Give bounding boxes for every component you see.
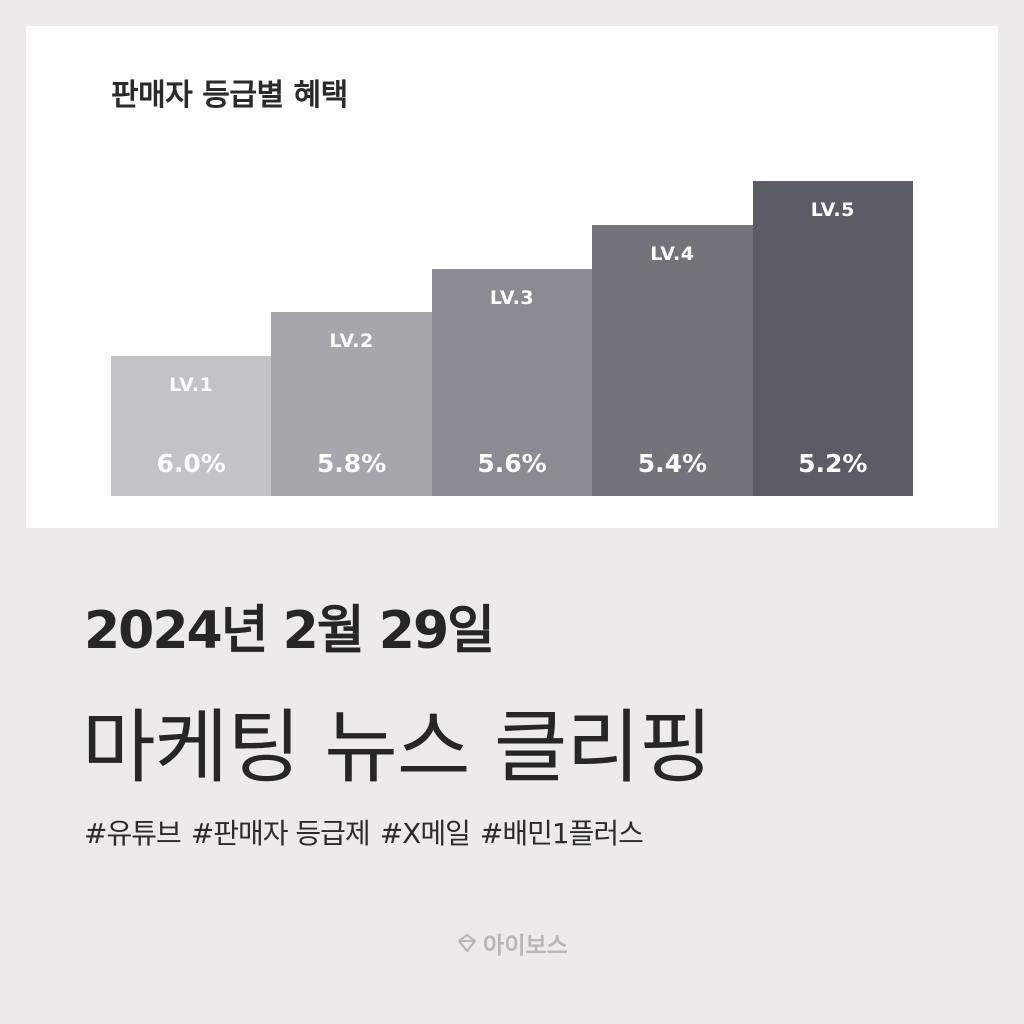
- brand-logo: 아이보스: [0, 926, 1024, 960]
- brand-name: 아이보스: [483, 933, 568, 959]
- bar-chart: LV.1 6.0% LV.2 5.8% LV.3 5.6% LV.4 5.4% LV.5 5.2%: [111, 176, 913, 496]
- bar-value-label: 5.4%: [637, 449, 708, 478]
- bar-value-label: 5.2%: [798, 449, 868, 478]
- chart-card: 판매자 등급별 혜택 LV.1 6.0% LV.2 5.8% LV.3 5.6% LV.4 5…: [26, 26, 998, 528]
- bar-lv2: LV.2 5.8%: [271, 312, 432, 496]
- bar-lv4: LV.4 5.4%: [592, 225, 753, 496]
- bar-level-label: LV.4: [650, 243, 695, 266]
- bar-level-label: LV.2: [329, 330, 374, 353]
- chart-title: 판매자 등급별 혜택: [111, 78, 348, 113]
- hashtag: #판매자 등급제: [190, 817, 371, 850]
- bar-level-label: LV.1: [169, 374, 214, 396]
- bar-lv5: LV.5 5.2%: [752, 181, 913, 496]
- bar-level-label: LV.3: [489, 286, 535, 309]
- bar-value-label: 5.8%: [316, 449, 387, 478]
- post-date: 2024년 2월 29일: [84, 601, 495, 661]
- hashtag: #X메일: [379, 817, 471, 850]
- bar-value-label: 6.0%: [156, 449, 226, 478]
- diamond-icon: [456, 932, 478, 954]
- hashtag: #유튜브: [84, 817, 182, 850]
- bar-level-label: LV.5: [810, 199, 855, 222]
- bar-lv3: LV.3 5.6%: [431, 268, 593, 496]
- hashtag: #배민1플러스: [479, 817, 644, 850]
- hashtag-list: #유튜브 #판매자 등급제 #X메일 #배민1플러스: [84, 812, 644, 852]
- bar-lv1: LV.1 6.0%: [111, 356, 272, 496]
- post-heading: 마케팅 뉴스 클리핑: [82, 701, 713, 794]
- bar-value-label: 5.6%: [477, 449, 547, 478]
